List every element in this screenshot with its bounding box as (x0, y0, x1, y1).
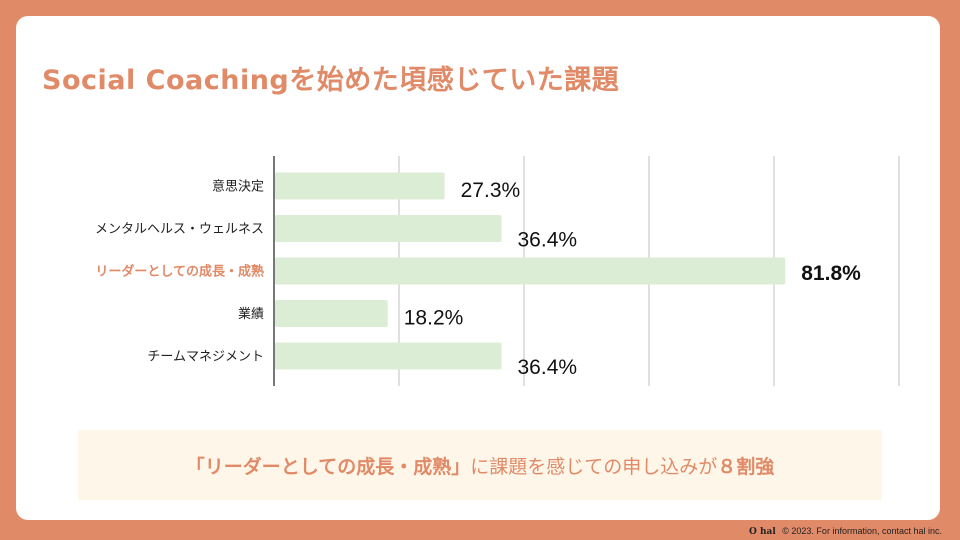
bar-0 (275, 172, 445, 200)
category-label: 業績 (238, 306, 264, 322)
bar-2 (275, 257, 786, 285)
category-label: メンタルヘルス・ウェルネス (95, 222, 264, 237)
category-label: チームマネジメント (147, 350, 264, 365)
callout-emphasis: ８割強 (717, 455, 775, 478)
value-label: 18.2% (404, 307, 464, 330)
callout-highlight: 「リーダーとしての成長・成熟」 (185, 455, 471, 478)
category-label: リーダーとしての成長・成熟 (95, 264, 264, 280)
bar-4 (275, 342, 502, 370)
value-label: 36.4% (518, 356, 578, 379)
callout-middle: に課題を感じての申し込みが (470, 455, 718, 478)
summary-callout: 「リーダーとしての成長・成熟」 に課題を感じての申し込みが ８割強 (78, 430, 882, 500)
hal-logo: O hal (748, 527, 776, 537)
bars (275, 172, 786, 370)
value-label: 27.3% (461, 179, 521, 202)
footer: O hal © 2023. For information, contact h… (749, 526, 942, 537)
bar-1 (275, 215, 502, 242)
value-label: 81.8% (801, 262, 861, 285)
page-title: Social Coachingを始めた頃感じていた課題 (42, 65, 620, 96)
category-label: 意思決定 (212, 179, 264, 195)
copyright-text: © 2023. For information, contact hal inc… (782, 526, 942, 536)
bar-3 (275, 300, 388, 327)
labels: 意思決定 27.3% メンタルヘルス・ウェルネス 36.4% リーダーとしての成長・成熟… (95, 179, 861, 380)
value-label: 36.4% (518, 229, 578, 252)
